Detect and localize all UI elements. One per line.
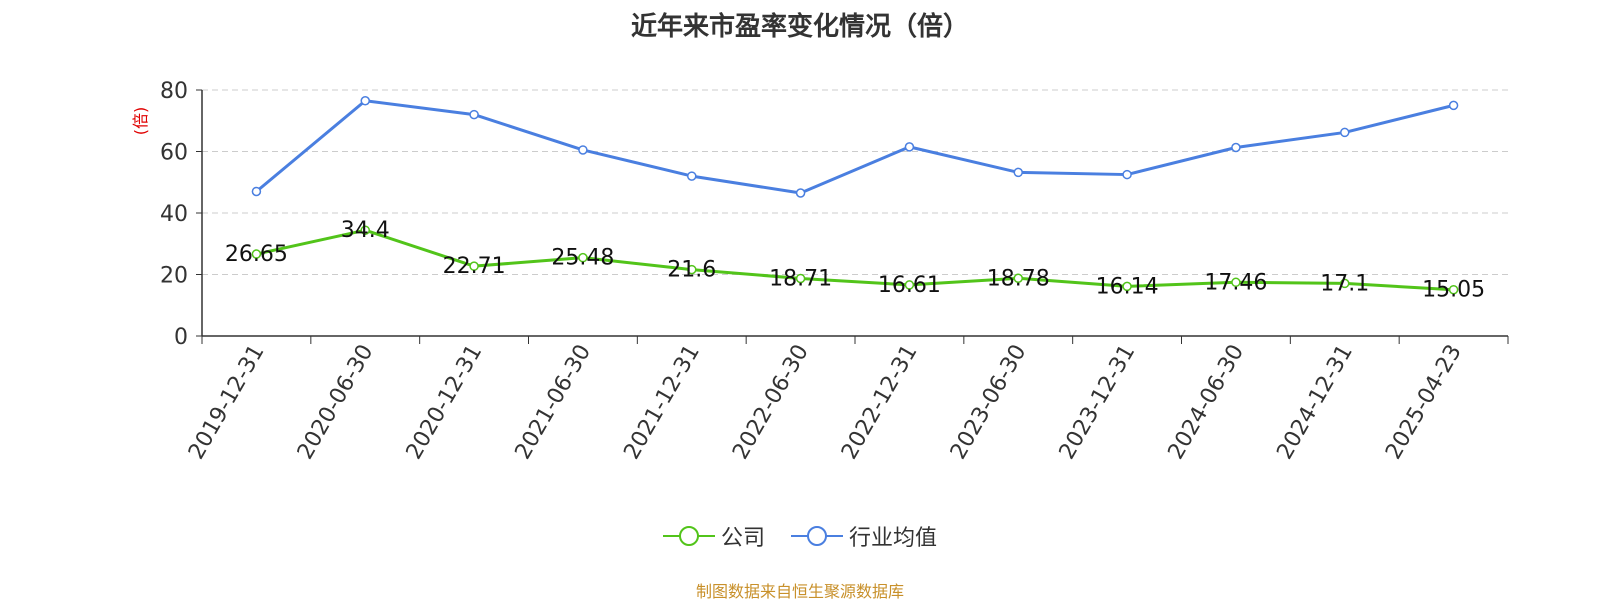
data-point-industry[interactable] — [687, 171, 697, 181]
y-tick-label: 40 — [160, 202, 188, 227]
data-point-industry[interactable] — [1013, 167, 1023, 178]
data-label-company: 16.61 — [878, 273, 941, 298]
data-point-industry[interactable] — [904, 142, 915, 152]
data-point-industry[interactable] — [360, 96, 370, 106]
data-point-industry[interactable] — [578, 145, 588, 155]
data-label-company: 17.46 — [1204, 270, 1267, 295]
data-label-company: 21.6 — [667, 258, 716, 283]
data-point-company[interactable] — [1013, 273, 1023, 284]
data-point-company[interactable] — [251, 249, 262, 259]
source-note: 制图数据来自恒生聚源数据库 — [695, 582, 904, 601]
y-tick-label: 80 — [160, 79, 188, 104]
data-label-company: 22.71 — [443, 254, 506, 279]
data-labels: 26.65 34.4 22.71 25.48 21.6 18.71 16.61 18.78 16… — [225, 218, 1485, 303]
data-label-company: 16.14 — [1096, 274, 1159, 299]
data-point-company[interactable] — [360, 225, 370, 235]
series-lines — [251, 96, 1459, 295]
x-tick-label: 2025-04-23 — [1381, 341, 1467, 464]
data-label-company: 34.4 — [341, 218, 390, 243]
legend: 公司 行业均值 — [0, 520, 1600, 552]
data-label-company: 17.1 — [1320, 271, 1369, 296]
data-point-company[interactable] — [687, 264, 697, 275]
data-point-industry[interactable] — [251, 186, 262, 197]
data-point-industry[interactable] — [1340, 127, 1350, 138]
chart-title: 近年来市盈率变化情况（倍） — [630, 12, 969, 42]
data-point-company[interactable] — [1448, 284, 1459, 295]
x-tick-label: 2021-06-30 — [511, 341, 597, 464]
data-point-company[interactable] — [578, 252, 588, 263]
data-label-company: 18.71 — [769, 266, 832, 291]
x-tick-label: 2019-12-31 — [184, 341, 270, 464]
data-label-company: 26.65 — [225, 242, 288, 267]
legend-industry-label: 行业均值 — [849, 526, 938, 551]
y-axis-label: (倍) — [131, 107, 150, 136]
data-point-company[interactable] — [1122, 281, 1132, 292]
series-line-industry — [255, 99, 1454, 195]
legend-item-company[interactable]: 公司 — [662, 520, 765, 552]
x-tick-label: 2024-06-30 — [1164, 341, 1250, 464]
series-line-company — [256, 228, 1454, 292]
data-point-company[interactable] — [795, 273, 806, 284]
y-tick-label: 20 — [160, 264, 188, 289]
x-tick-label: 2021-12-31 — [619, 341, 705, 464]
x-tick-label: 2020-06-30 — [293, 341, 379, 464]
data-point-industry[interactable] — [1231, 142, 1241, 153]
data-point-industry[interactable] — [469, 109, 479, 120]
legend-item-industry[interactable]: 行业均值 — [791, 520, 937, 552]
data-point-industry[interactable] — [1448, 100, 1459, 111]
data-point-company[interactable] — [904, 280, 915, 290]
x-tick-label: 2023-06-30 — [946, 341, 1032, 464]
data-point-company[interactable] — [1340, 278, 1350, 289]
x-tick-label: 2022-06-30 — [728, 341, 814, 464]
legend-industry-line-icon — [791, 526, 843, 546]
legend-company-line-icon — [662, 526, 715, 546]
x-tick-label: 2024-12-31 — [1272, 341, 1358, 464]
y-tick-label: 0 — [174, 325, 188, 350]
legend-company-label: 公司 — [720, 526, 765, 551]
data-point-company[interactable] — [1231, 277, 1241, 288]
x-tick-label: 2022-12-31 — [837, 341, 923, 464]
data-label-company: 15.05 — [1422, 278, 1485, 303]
data-label-company: 18.78 — [987, 266, 1050, 291]
x-tick-label: 2023-12-31 — [1055, 341, 1141, 464]
data-point-industry[interactable] — [795, 188, 806, 198]
y-tick-label: 60 — [160, 141, 188, 166]
x-tick-label: 2020-12-31 — [402, 341, 488, 464]
data-label-company: 25.48 — [551, 246, 614, 271]
data-point-company[interactable] — [469, 261, 479, 271]
data-point-industry[interactable] — [1122, 169, 1132, 180]
grid-lines — [202, 89, 1508, 275]
